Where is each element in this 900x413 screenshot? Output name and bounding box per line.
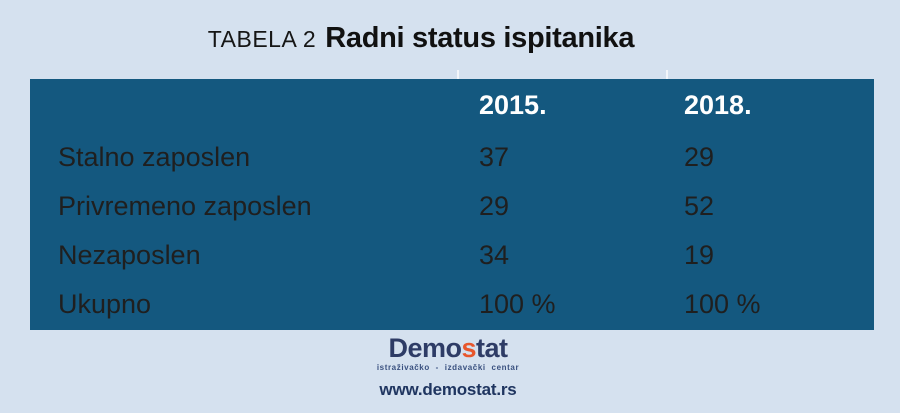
logo-part1: Demo <box>388 333 462 363</box>
value-2015: 37 <box>479 141 510 172</box>
data-table: 2015. 2018. Stalno zaposlen 37 29 Privre… <box>30 79 874 330</box>
row-label: Nezaposlen <box>58 239 201 270</box>
column-rule-tick <box>457 70 459 79</box>
value-2015: 100 % <box>479 288 556 319</box>
logo-part2: tat <box>476 333 508 363</box>
website-url: www.demostat.rs <box>379 380 517 399</box>
value-2015: 34 <box>479 239 510 270</box>
row-label: Ukupno <box>58 288 152 319</box>
row-label: Privremeno zaposlen <box>58 190 312 221</box>
header-cell-2018: 2018. <box>667 79 872 131</box>
value-2018: 52 <box>684 190 715 221</box>
value-2018: 29 <box>684 141 715 172</box>
value-2018: 100 % <box>684 288 761 319</box>
footer: Demostat istraživačko - izdavački centar… <box>0 335 898 399</box>
header-cell-2015: 2015. <box>457 79 665 131</box>
table-title: TABELA 2 Radni status ispitanika <box>0 22 871 55</box>
demostat-logo: Demostat <box>0 335 898 362</box>
value-2018: 19 <box>684 239 715 270</box>
title-main: Radni status ispitanika <box>325 22 635 54</box>
logo-tagline: istraživačko - izdavački centar <box>376 363 520 372</box>
logo-accent-letter: s <box>461 333 477 363</box>
row-label: Stalno zaposlen <box>58 141 251 172</box>
header-cell-empty <box>32 79 455 131</box>
column-rule-tick <box>666 70 668 79</box>
title-prefix: TABELA 2 <box>207 26 317 52</box>
value-2015: 29 <box>479 190 510 221</box>
